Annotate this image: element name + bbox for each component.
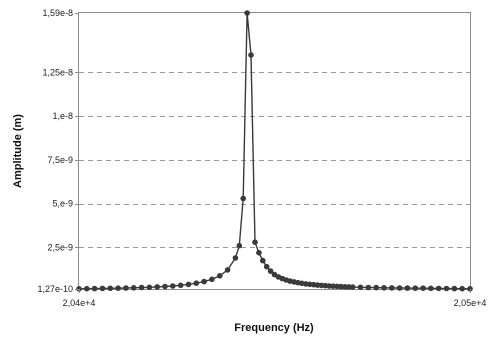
data-point: [396, 285, 403, 291]
data-point: [267, 268, 274, 274]
data-point: [357, 284, 364, 291]
data-point: [240, 195, 246, 202]
data-point: [373, 284, 380, 291]
data-point: [138, 284, 145, 291]
data-point: [349, 284, 356, 290]
y-tick-label: 1,e-8: [52, 111, 73, 121]
x-axis-title: Frequency (Hz): [234, 322, 314, 334]
y-tick-label: 1,59e-8: [42, 8, 73, 18]
x-tick-label: 2,04e+4: [63, 298, 96, 308]
data-point: [130, 285, 137, 291]
data-point: [252, 239, 258, 245]
x-tick-label: 2,05e+4: [454, 298, 487, 308]
data-point: [263, 263, 270, 270]
series-layer: [76, 10, 473, 292]
data-point: [342, 284, 348, 290]
data-point: [244, 10, 250, 16]
data-point: [435, 285, 442, 292]
data-point: [248, 52, 254, 58]
y-tick-label: 2,5e-9: [47, 242, 73, 252]
data-point: [412, 285, 419, 292]
y-axis-title: Amplitude (m): [12, 114, 24, 188]
data-point: [76, 286, 82, 292]
data-point: [260, 257, 266, 264]
data-point: [146, 284, 153, 291]
data-point: [177, 282, 184, 289]
data-point: [381, 285, 387, 291]
plot-area-frame: [78, 12, 471, 290]
y-axis-tick-labels: 1,27e-10 2,5e-9 5,e-9 7,5e-9 1,e-8 1,25e-8 1,5…: [37, 8, 79, 294]
data-point: [201, 278, 207, 285]
data-point: [420, 285, 426, 292]
y-tick-label: 5,e-9: [52, 199, 73, 209]
data-point: [84, 285, 90, 292]
data-point: [170, 283, 176, 289]
data-point: [451, 285, 458, 292]
data-point: [330, 283, 336, 290]
data-point: [365, 284, 372, 291]
data-point: [459, 285, 466, 292]
y-tick-label: 1,27e-10: [37, 284, 73, 294]
data-point: [162, 283, 168, 290]
data-point: [256, 249, 262, 256]
data-point: [404, 285, 411, 291]
data-point: [236, 242, 243, 249]
data-point: [123, 285, 129, 291]
data-point: [443, 285, 450, 292]
data-point: [193, 280, 200, 287]
y-tick-label: 1,25e-8: [42, 67, 73, 77]
data-point: [107, 285, 114, 292]
data-point: [154, 284, 160, 290]
y-tick-label: 7,5e-9: [47, 155, 73, 165]
data-point: [209, 276, 215, 283]
data-point: [224, 267, 231, 273]
data-point: [99, 285, 106, 292]
data-point: [217, 273, 223, 279]
data-point: [428, 285, 434, 292]
data-point: [232, 255, 239, 261]
data-point: [115, 285, 121, 292]
data-point: [467, 286, 473, 292]
grid-lines: [79, 72, 470, 248]
data-point: [91, 285, 98, 292]
data-point: [389, 285, 395, 291]
data-point: [185, 281, 192, 288]
x-axis-tick-labels: 2,04e+4 2,05e+4: [63, 289, 487, 308]
